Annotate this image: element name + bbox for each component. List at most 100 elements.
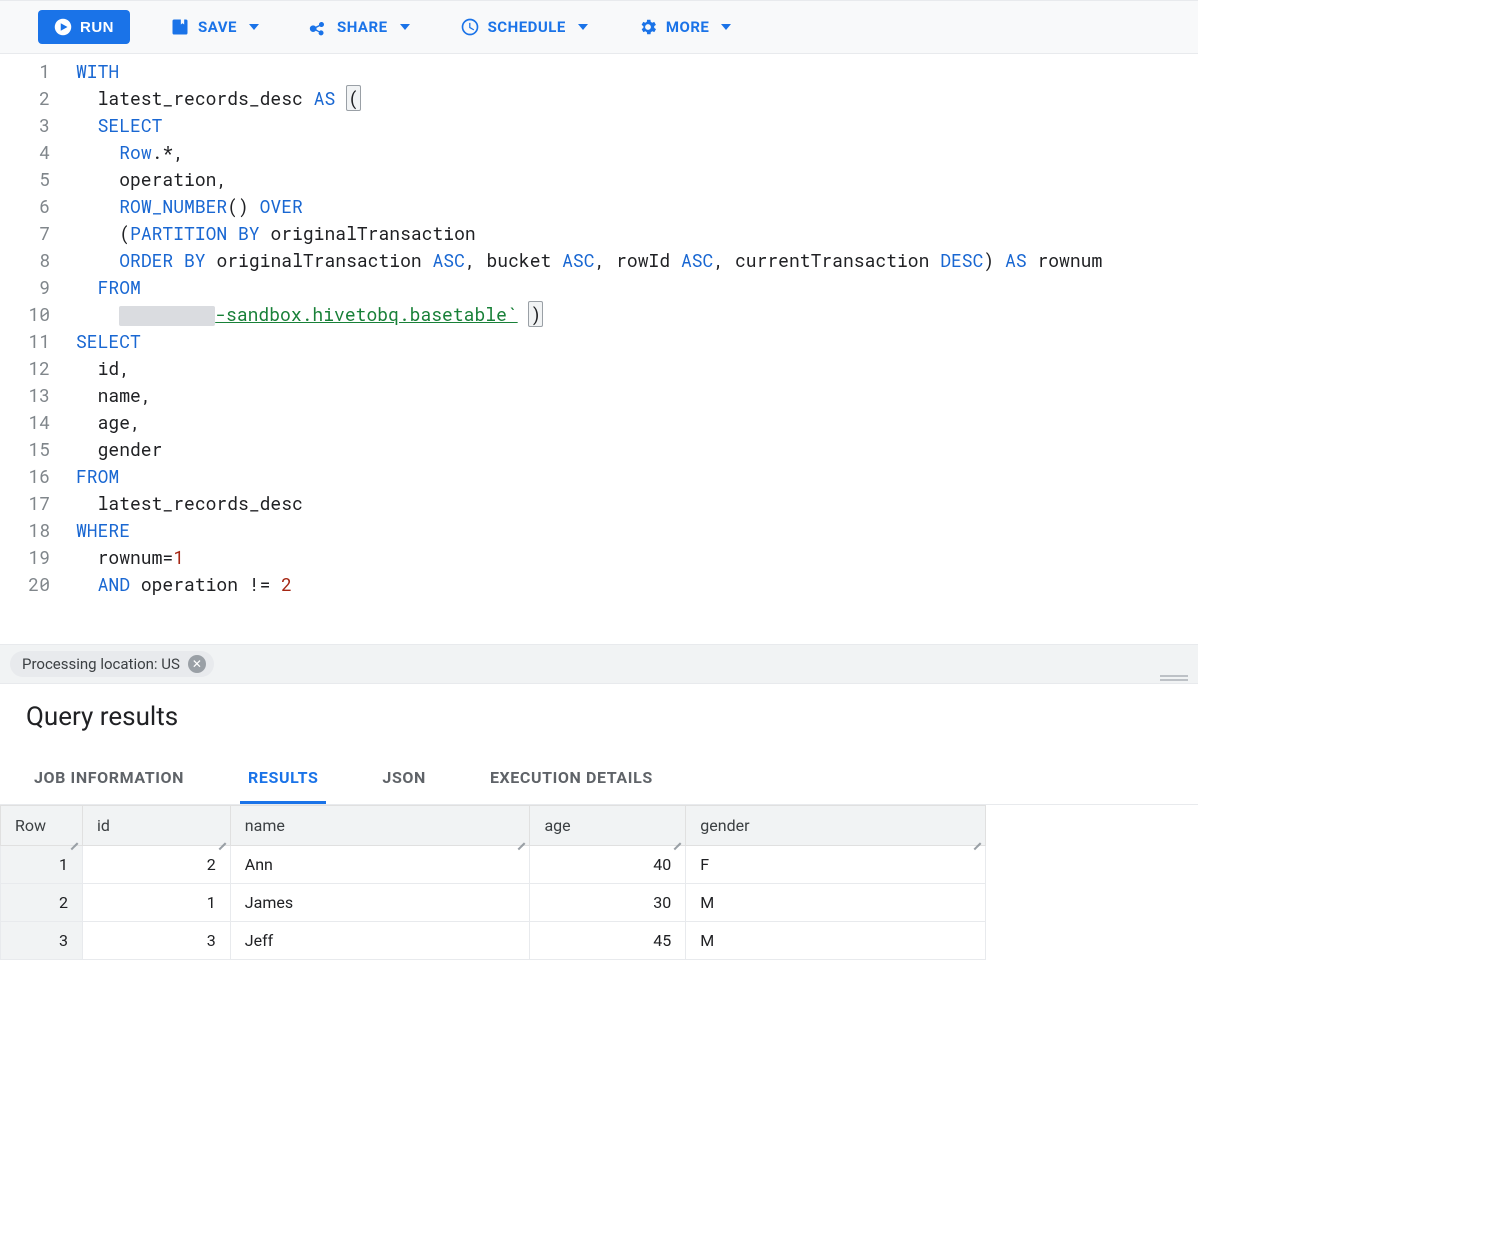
code-line: gender: [76, 436, 1198, 463]
line-number: 14: [0, 409, 50, 436]
processing-location-label: Processing location: US: [22, 655, 180, 673]
save-button[interactable]: SAVE: [160, 9, 269, 45]
line-number: 19: [0, 544, 50, 571]
code-line: name,: [76, 382, 1198, 409]
resize-handle-icon[interactable]: [216, 833, 226, 843]
resize-handle-icon[interactable]: [971, 833, 981, 843]
cell-name: Jeff: [230, 922, 530, 960]
code-line: SELECT: [76, 112, 1198, 139]
save-label: SAVE: [198, 18, 237, 36]
code-line: FROM: [76, 463, 1198, 490]
tab-job-information[interactable]: JOB INFORMATION: [26, 754, 192, 804]
more-label: MORE: [666, 18, 710, 36]
sql-editor[interactable]: 1234567891011121314151617181920 WITH lat…: [0, 54, 1198, 645]
schedule-button[interactable]: SCHEDULE: [450, 9, 598, 45]
table-row[interactable]: 21James30M: [1, 884, 986, 922]
cell-row: 3: [1, 922, 83, 960]
line-number: 20: [0, 571, 50, 598]
resize-handle-icon[interactable]: [515, 833, 525, 843]
cell-id: 1: [82, 884, 230, 922]
code-area[interactable]: WITH latest_records_desc AS ( SELECT Row…: [62, 58, 1198, 644]
code-line: ROW_NUMBER() OVER: [76, 193, 1198, 220]
cell-age: 40: [530, 846, 686, 884]
schedule-label: SCHEDULE: [488, 18, 566, 36]
code-line: latest_records_desc: [76, 490, 1198, 517]
col-row[interactable]: Row: [1, 806, 83, 846]
share-button[interactable]: SHARE: [299, 9, 420, 45]
line-number: 6: [0, 193, 50, 220]
col-name[interactable]: name: [230, 806, 530, 846]
line-number: 4: [0, 139, 50, 166]
more-button[interactable]: MORE: [628, 9, 742, 45]
tab-json[interactable]: JSON: [374, 754, 434, 804]
results-title: Query results: [0, 684, 1198, 740]
share-label: SHARE: [337, 18, 388, 36]
cell-gender: M: [686, 884, 986, 922]
line-number: 5: [0, 166, 50, 193]
resize-handle[interactable]: [1160, 675, 1188, 681]
cell-id: 3: [82, 922, 230, 960]
cell-row: 2: [1, 884, 83, 922]
resize-handle-icon[interactable]: [68, 833, 78, 843]
line-number: 10: [0, 301, 50, 328]
cell-row: 1: [1, 846, 83, 884]
line-number: 2: [0, 85, 50, 112]
line-number: 16: [0, 463, 50, 490]
code-line: FROM: [76, 274, 1198, 301]
results-table: Row id name age gender 12Ann40F21James30…: [0, 805, 986, 960]
close-icon[interactable]: ✕: [188, 655, 206, 673]
line-number: 9: [0, 274, 50, 301]
line-number: 1: [0, 58, 50, 85]
cell-gender: F: [686, 846, 986, 884]
code-line: WHERE: [76, 517, 1198, 544]
chevron-down-icon: [721, 24, 731, 30]
code-line: Row.*,: [76, 139, 1198, 166]
col-id[interactable]: id: [82, 806, 230, 846]
tab-results[interactable]: RESULTS: [240, 754, 326, 804]
code-line: (PARTITION BY originalTransaction: [76, 220, 1198, 247]
line-number: 3: [0, 112, 50, 139]
table-row[interactable]: 33Jeff45M: [1, 922, 986, 960]
chevron-down-icon: [578, 24, 588, 30]
code-line: WITH: [76, 58, 1198, 85]
table-header-row: Row id name age gender: [1, 806, 986, 846]
query-toolbar: RUN SAVE SHARE SCHEDULE MORE: [0, 0, 1198, 54]
line-number: 13: [0, 382, 50, 409]
line-number: 8: [0, 247, 50, 274]
resize-handle-icon[interactable]: [671, 833, 681, 843]
line-number: 7: [0, 220, 50, 247]
col-gender[interactable]: gender: [686, 806, 986, 846]
code-line: SELECT: [76, 328, 1198, 355]
cell-name: James: [230, 884, 530, 922]
cell-gender: M: [686, 922, 986, 960]
chevron-down-icon: [249, 24, 259, 30]
status-bar: Processing location: US ✕: [0, 645, 1198, 684]
col-age[interactable]: age: [530, 806, 686, 846]
tab-execution-details[interactable]: EXECUTION DETAILS: [482, 754, 661, 804]
table-row[interactable]: 12Ann40F: [1, 846, 986, 884]
line-number: 15: [0, 436, 50, 463]
code-line: operation,: [76, 166, 1198, 193]
code-line: latest_records_desc AS (: [76, 85, 1198, 112]
code-line: AND operation != 2: [76, 571, 1198, 598]
code-line: id,: [76, 355, 1198, 382]
cell-age: 30: [530, 884, 686, 922]
code-line: rownum=1: [76, 544, 1198, 571]
save-icon: [170, 17, 190, 37]
results-tabs: JOB INFORMATION RESULTS JSON EXECUTION D…: [0, 754, 1198, 805]
share-icon: [309, 17, 329, 37]
cell-age: 45: [530, 922, 686, 960]
gear-icon: [638, 17, 658, 37]
clock-icon: [460, 17, 480, 37]
code-line: -sandbox.hivetobq.basetable` ): [76, 301, 1198, 328]
processing-location-chip: Processing location: US ✕: [10, 651, 214, 677]
code-line: age,: [76, 409, 1198, 436]
line-number: 17: [0, 490, 50, 517]
play-icon: [54, 18, 72, 36]
run-label: RUN: [80, 19, 114, 36]
line-number: 11: [0, 328, 50, 355]
run-button[interactable]: RUN: [38, 10, 130, 44]
chevron-down-icon: [400, 24, 410, 30]
line-number: 18: [0, 517, 50, 544]
cell-name: Ann: [230, 846, 530, 884]
